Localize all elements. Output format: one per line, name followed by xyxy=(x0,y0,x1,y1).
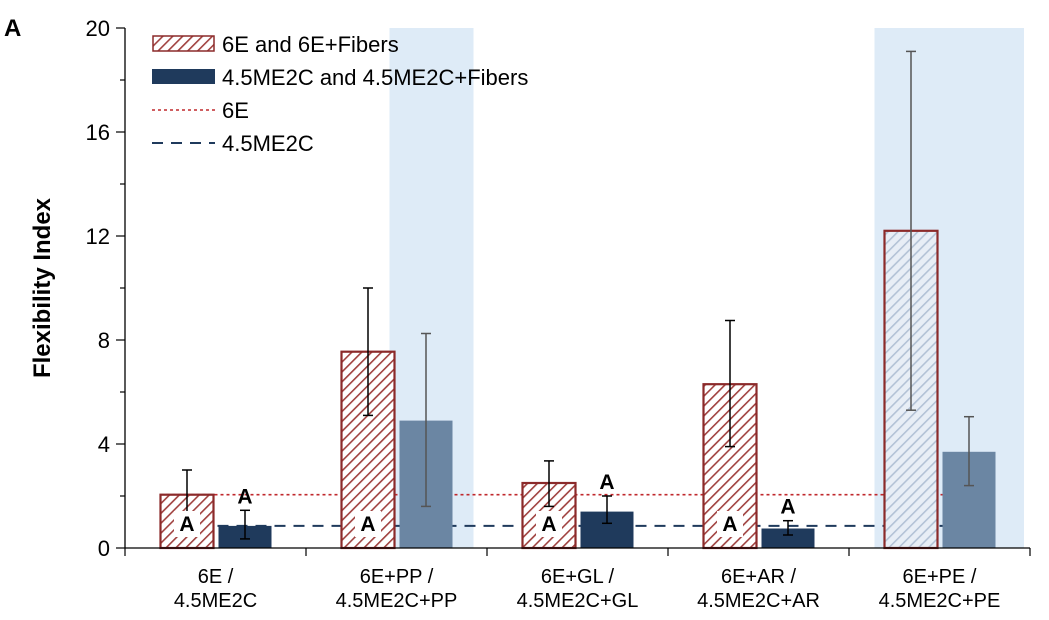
x-tick-label: 4.5ME2C+PE xyxy=(879,590,1001,612)
annotation-bg-2 xyxy=(355,511,381,537)
legend: 6E and 6E+Fibers 4.5ME2C and 4.5ME2C+Fibe… xyxy=(152,32,528,156)
error-bar-series2-cat5 xyxy=(964,415,974,487)
y-tick-label: 8 xyxy=(98,328,110,353)
legend-item: 6E and 6E+Fibers xyxy=(152,32,399,57)
error-bar-series2-cat4 xyxy=(783,519,793,536)
legend-label: 6E xyxy=(222,98,249,123)
panel-label: A xyxy=(4,15,21,42)
x-tick-label: 6E / xyxy=(198,566,234,588)
error-bars-layer xyxy=(182,50,974,540)
annotation-bg-3 xyxy=(536,511,562,537)
error-bar-series1-cat5 xyxy=(906,50,916,411)
x-tick-label: 4.5ME2C+GL xyxy=(517,590,639,612)
legend-item: 4.5ME2C and 4.5ME2C+Fibers xyxy=(152,65,528,90)
y-tick-label: 20 xyxy=(86,16,110,41)
annotation-bg-0 xyxy=(174,511,200,537)
y-tick-label: 16 xyxy=(86,120,110,145)
x-tick-label: 6E+AR / xyxy=(721,566,796,588)
x-tick-label: 4.5ME2C+AR xyxy=(697,590,820,612)
legend-label: 6E and 6E+Fibers xyxy=(222,32,399,57)
y-tick-label: 4 xyxy=(98,432,110,457)
x-tick-label: 6E+GL / xyxy=(541,566,615,588)
bars-layer xyxy=(159,229,996,550)
legend-swatch xyxy=(152,35,215,52)
y-tick-label: 12 xyxy=(86,224,110,249)
error-bar-series1-cat4 xyxy=(725,319,735,448)
significance-label: A xyxy=(722,513,737,536)
significance-label: A xyxy=(599,471,614,494)
x-tick-label: 4.5ME2C xyxy=(174,590,257,612)
y-tick-label: 0 xyxy=(98,536,110,561)
significance-label: A xyxy=(237,485,252,508)
error-bar-series2-cat3 xyxy=(602,495,612,525)
error-bar-series1-cat2 xyxy=(363,287,373,417)
annotations-layer: A A A A A A A xyxy=(174,471,796,537)
error-bar-series2-cat1 xyxy=(240,509,250,540)
significance-label: A xyxy=(541,513,556,536)
x-tick-label: 6E+PE / xyxy=(903,566,977,588)
legend-item: 6E xyxy=(152,98,249,123)
legend-label: 4.5ME2C and 4.5ME2C+Fibers xyxy=(222,65,528,90)
legend-item: 4.5ME2C xyxy=(152,131,314,156)
error-bar-series1-cat3 xyxy=(544,460,554,508)
y-axis-label: Flexibility Index xyxy=(29,197,56,378)
significance-label: A xyxy=(360,513,375,536)
significance-label: A xyxy=(780,496,795,519)
x-tick-label: 4.5ME2C+PP xyxy=(336,590,458,612)
significance-label: A xyxy=(179,513,194,536)
error-bar-series2-cat2 xyxy=(421,332,431,508)
x-tick-label: 6E+PP / xyxy=(360,566,434,588)
annotation-bg-5 xyxy=(717,511,743,537)
bar-series2-cat4 xyxy=(761,528,815,548)
legend-swatch xyxy=(152,69,215,84)
legend-label: 4.5ME2C xyxy=(222,131,314,156)
